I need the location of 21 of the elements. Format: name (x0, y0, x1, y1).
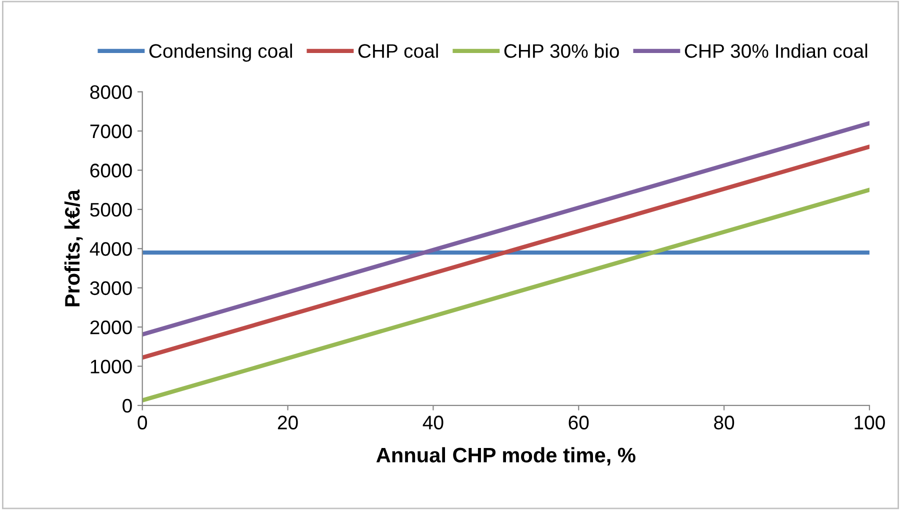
y-tick-label: 6000 (90, 164, 132, 178)
y-tick-label: 5000 (90, 202, 132, 217)
y-tick-label: 4000 (90, 242, 132, 256)
x-tick-label: 100 (854, 416, 885, 430)
y-tick-label: 2000 (90, 320, 132, 334)
x-tick-label: 60 (568, 416, 589, 430)
legend-label: Condensing coal (149, 44, 292, 62)
y-tick-label: 1000 (90, 360, 132, 374)
x-axis-title: Annual CHP mode time, % (376, 447, 636, 466)
y-axis-title: Profits, k€/a (64, 189, 83, 306)
x-tick-label: 0 (138, 416, 148, 430)
y-tick-label: 7000 (90, 124, 132, 138)
legend-label: CHP coal (358, 44, 438, 58)
legend-label: CHP 30% bio (504, 44, 619, 58)
legend-label: CHP 30% Indian coal (684, 44, 868, 58)
x-tick-label: 80 (714, 416, 734, 430)
x-tick-label: 40 (422, 416, 444, 430)
y-tick-label: 0 (122, 398, 132, 413)
y-tick-label: 8000 (90, 85, 132, 100)
y-tick-label: 3000 (90, 281, 132, 296)
x-tick-label: 20 (278, 416, 298, 430)
